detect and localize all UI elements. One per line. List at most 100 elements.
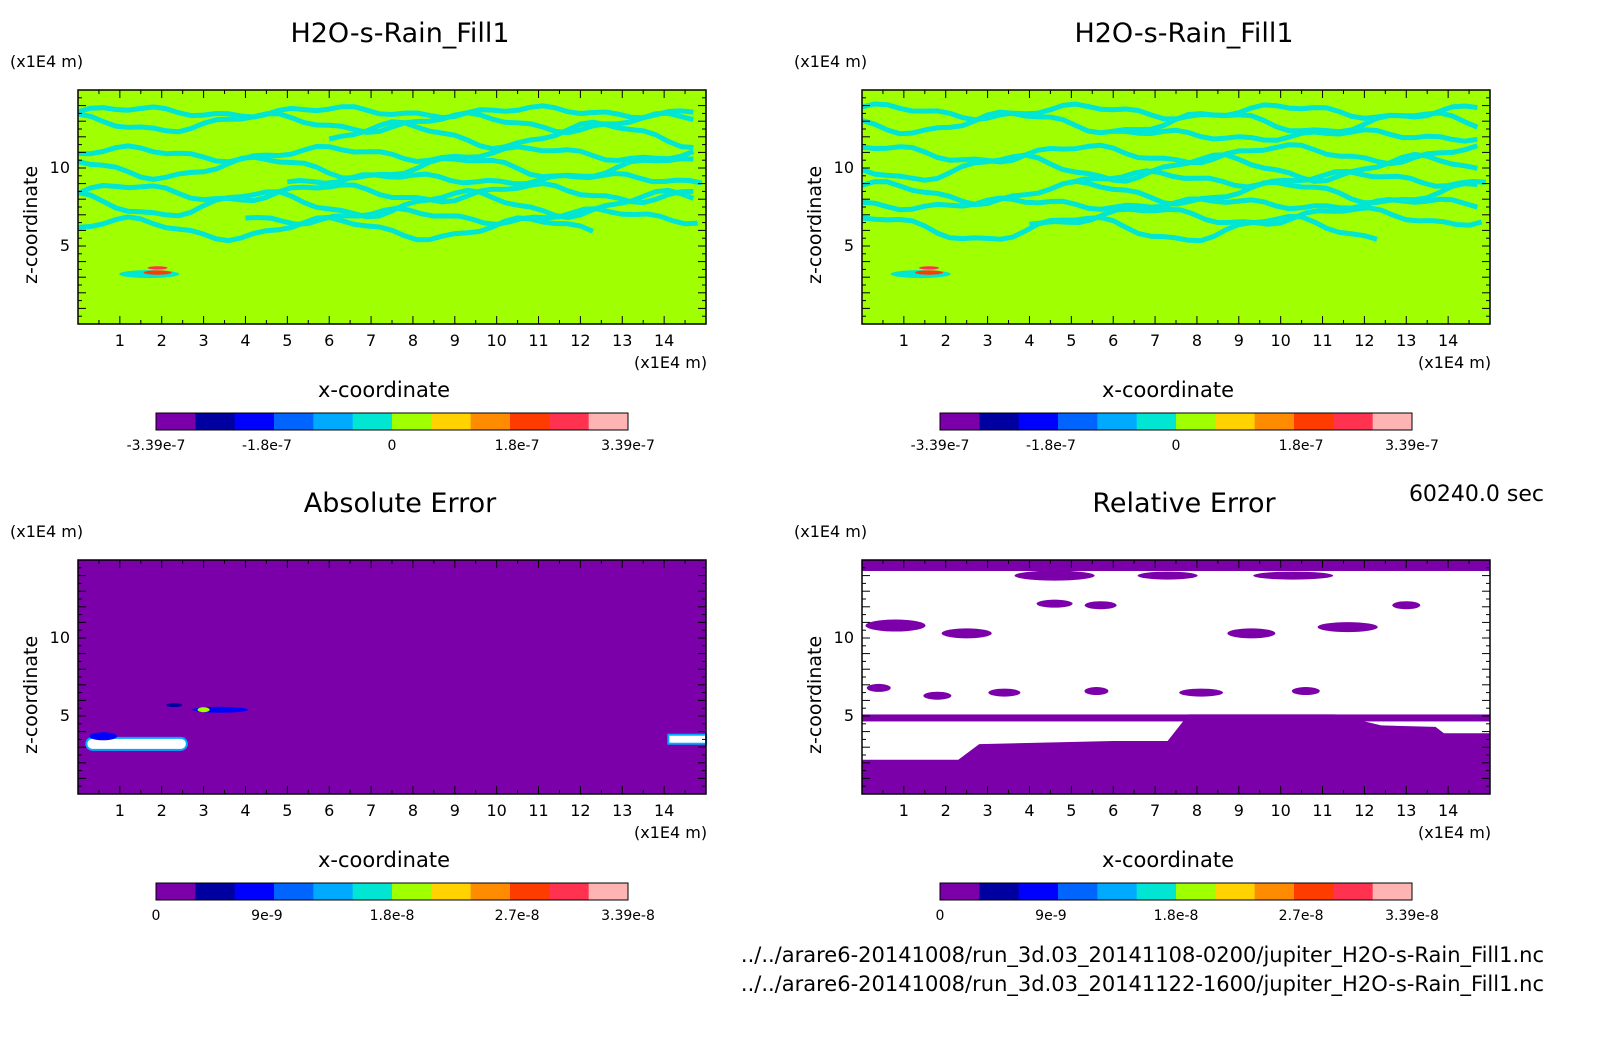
purple-blob (1084, 601, 1117, 610)
colorbar-swatch (510, 883, 550, 900)
contour-band (77, 103, 694, 121)
x-tick-label: 12 (570, 801, 590, 820)
colorbar-swatch (1215, 883, 1256, 900)
contour-band (861, 213, 1378, 244)
x-tick-label: 14 (654, 801, 674, 820)
colorbar-swatch (274, 883, 314, 900)
panel-top-left: H2O-s-Rain_Fill1 (x1E4 m) z-coordinate (… (0, 0, 800, 490)
contour-band (76, 181, 694, 206)
colorbar-swatch (979, 883, 1020, 900)
colorbar-swatch (1176, 413, 1216, 430)
x-unit-label: (x1E4 m) (1418, 353, 1492, 372)
x-tick-label: 8 (408, 331, 418, 350)
x-tick-label: 3 (983, 801, 993, 820)
x-axis-label: x-coordinate (1102, 378, 1235, 402)
colorbar-swatch (352, 413, 393, 430)
panel-title: Absolute Error (303, 488, 497, 519)
x-tick-label: 3 (199, 331, 209, 350)
x-axis-label: x-coordinate (1102, 848, 1235, 872)
x-tick-label: 7 (366, 331, 376, 350)
x-unit-label: (x1E4 m) (634, 353, 708, 372)
x-tick-label: 8 (408, 801, 418, 820)
colorbar-swatch (549, 413, 590, 430)
purple-blob (1036, 599, 1073, 608)
colorbar-label: 2.7e-8 (495, 908, 540, 924)
relative-error-region (862, 560, 1490, 794)
x-tick-label: 4 (240, 801, 250, 820)
colorbar-label: 0 (936, 908, 945, 924)
file-path-2: ../../arare6-20141008/run_3d.03_20141122… (740, 972, 1544, 996)
colorbar-label: 9e-9 (1035, 908, 1066, 924)
x-tick-label: 9 (1234, 331, 1244, 350)
colorbar-label: 3.39e-8 (1385, 908, 1439, 924)
error-peak (197, 707, 210, 713)
error-blob (667, 733, 708, 745)
field-contours (861, 101, 1486, 279)
colorbar-swatch (588, 413, 629, 430)
x-tick-label: 1 (899, 331, 909, 350)
colorbar-swatch (274, 413, 314, 430)
colorbar-swatch (392, 883, 432, 900)
x-axis-label: x-coordinate (318, 378, 451, 402)
x-tick-label: 5 (1066, 331, 1076, 350)
colorbar-swatch (1018, 883, 1059, 900)
purple-blob (1291, 687, 1320, 696)
x-tick-label: 7 (366, 801, 376, 820)
x-tick-label: 7 (1150, 331, 1160, 350)
x-tick-label: 8 (1192, 801, 1202, 820)
x-tick-label: 2 (941, 331, 951, 350)
colorbar-swatch (1372, 883, 1413, 900)
y-tick-label: 5 (60, 236, 70, 255)
colorbar-swatch (1058, 413, 1098, 430)
purple-blob (865, 619, 926, 632)
x-tick-label: 3 (199, 801, 209, 820)
x-tick-label: 6 (1108, 801, 1118, 820)
colorbar-swatch (1136, 883, 1177, 900)
x-tick-label: 2 (157, 801, 167, 820)
colorbar-swatch (470, 413, 511, 430)
rain-peak (147, 266, 168, 270)
x-tick-label: 11 (1312, 801, 1332, 820)
colorbar-swatch (549, 883, 590, 900)
purple-region (862, 714, 1490, 722)
x-tick-label: 10 (486, 331, 506, 350)
contour-band (77, 143, 695, 165)
x-tick-label: 13 (612, 801, 632, 820)
x-tick-label: 4 (240, 331, 250, 350)
x-tick-label: 3 (983, 331, 993, 350)
colorbar-label: 3.39e-8 (601, 908, 655, 924)
x-tick-label: 5 (282, 801, 292, 820)
x-tick-label: 10 (1270, 801, 1290, 820)
purple-region (862, 714, 1490, 794)
colorbar-swatch (940, 413, 980, 430)
x-tick-label: 5 (282, 331, 292, 350)
purple-blob (1227, 628, 1276, 639)
panel-title: Relative Error (1092, 488, 1276, 519)
error-contours (85, 703, 708, 751)
colorbar-label: 0 (1172, 438, 1181, 454)
x-tick-label: 6 (1108, 331, 1118, 350)
rain-peak (918, 266, 939, 270)
colorbar-label: -3.39e-7 (127, 438, 186, 454)
colorbar-label: 1.8e-8 (1154, 908, 1199, 924)
file-path-1: ../../arare6-20141008/run_3d.03_20141108… (740, 943, 1544, 967)
contour-band (861, 109, 1479, 137)
x-tick-label: 13 (1396, 801, 1416, 820)
x-tick-label: 11 (528, 331, 548, 350)
error-blob (166, 703, 183, 708)
x-tick-label: 1 (115, 801, 125, 820)
x-unit-label: (x1E4 m) (634, 823, 708, 842)
colorbar-label: 1.8e-8 (370, 908, 415, 924)
colorbar-frame (155, 412, 629, 431)
x-tick-label: 9 (450, 801, 460, 820)
purple-blob (988, 688, 1021, 697)
panel-top-right: H2O-s-Rain_Fill1 (x1E4 m) z-coordinate (… (784, 0, 1584, 490)
colorbar-swatch (510, 413, 550, 430)
colorbar-swatch (1254, 413, 1295, 430)
colorbar-swatch (940, 883, 980, 900)
colorbar-swatch (1294, 413, 1334, 430)
colorbar-swatch (431, 413, 472, 430)
colorbar-swatch (234, 883, 275, 900)
panel-bottom-right: Relative Error (x1E4 m) z-coordinate (x1… (784, 470, 1584, 960)
